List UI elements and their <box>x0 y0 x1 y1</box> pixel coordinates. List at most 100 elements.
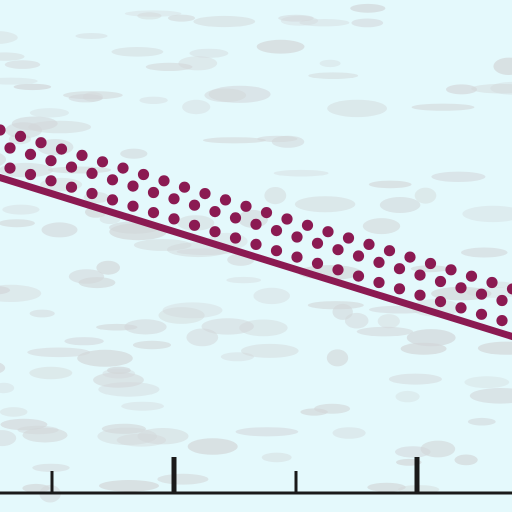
texture-blotch <box>22 483 50 493</box>
band-dot <box>352 250 365 262</box>
texture-blotch <box>351 18 384 28</box>
texture-blotch <box>300 408 328 416</box>
texture-blotch <box>189 48 229 58</box>
band-dot <box>137 168 150 181</box>
texture-blotch <box>344 312 369 329</box>
band-dot <box>250 218 262 230</box>
texture-blotch <box>47 166 112 174</box>
texture-blotch <box>461 247 508 258</box>
texture-blotch <box>68 94 103 103</box>
texture-blotch <box>0 430 17 447</box>
band-dot <box>311 237 324 249</box>
texture-blotch <box>406 329 456 347</box>
band-dot <box>45 175 57 187</box>
texture-blotch <box>356 326 413 337</box>
band-dot <box>352 270 365 282</box>
band-dot <box>332 244 344 256</box>
texture-blotch <box>111 47 164 57</box>
texture-blotch <box>162 302 223 319</box>
band-dot <box>434 275 447 288</box>
band-dot <box>506 283 512 295</box>
texture-blotch <box>29 366 73 380</box>
texture-blotch <box>477 341 512 355</box>
texture-blotch <box>467 417 496 426</box>
band-dot <box>404 251 416 263</box>
texture-blotch <box>257 135 298 143</box>
band-dot <box>188 219 201 231</box>
texture-blotch <box>350 3 386 13</box>
texture-blotch <box>168 14 195 22</box>
band-dot <box>86 187 98 200</box>
band-dot <box>158 175 170 187</box>
texture-blotch <box>193 15 256 28</box>
texture-blotch <box>367 482 406 492</box>
band-dot <box>199 188 211 200</box>
texture-blotch <box>116 433 167 447</box>
texture-blotch <box>11 116 58 131</box>
texture-blotch <box>132 340 172 350</box>
band-dot <box>322 226 334 238</box>
texture-blotch <box>414 187 437 204</box>
band-dot <box>393 283 406 295</box>
texture-blotch <box>379 197 421 213</box>
texture-blotch <box>101 423 146 434</box>
band-dot <box>373 276 385 289</box>
texture-blotch <box>78 277 116 289</box>
texture-blotch <box>326 349 349 367</box>
band-dot <box>229 212 242 224</box>
texture-blotch <box>368 180 412 189</box>
band-dot <box>486 276 498 289</box>
texture-blotch <box>41 222 78 238</box>
texture-blotch <box>124 10 182 17</box>
band-dot <box>455 282 467 294</box>
band-dot <box>465 270 478 282</box>
texture-blotch <box>278 14 314 22</box>
band-dot <box>76 149 88 161</box>
band-dot <box>455 302 467 314</box>
band-dot <box>147 207 160 219</box>
band-dot <box>311 257 324 269</box>
texture-blotch <box>145 62 193 71</box>
band-dot <box>65 181 78 193</box>
texture-blotch <box>187 438 238 455</box>
band-dot <box>55 143 68 155</box>
band-dot <box>14 130 27 142</box>
texture-blotch <box>121 401 164 411</box>
texture-blotch <box>202 137 266 144</box>
texture-blotch <box>240 343 299 358</box>
band-dot <box>414 269 426 281</box>
texture-blotch <box>201 318 254 335</box>
texture-blotch <box>0 153 7 166</box>
texture-blotch <box>204 88 247 103</box>
band-dot <box>373 256 385 268</box>
band-dot <box>209 226 221 238</box>
texture-blotch <box>377 314 400 329</box>
texture-blotch <box>157 473 209 485</box>
band-dot <box>475 308 488 320</box>
texture-blotch <box>431 286 492 301</box>
texture-blotch <box>0 31 18 44</box>
band-dot <box>270 245 283 257</box>
texture-blotch <box>97 427 157 445</box>
texture-blotch <box>253 287 290 305</box>
texture-blotch <box>395 446 431 458</box>
ruler-ticks <box>50 457 420 493</box>
texture-blotch <box>294 196 356 213</box>
band-dot <box>188 199 201 211</box>
band-dot <box>106 194 119 206</box>
texture-blotch <box>64 337 104 346</box>
band-dot <box>291 231 303 243</box>
band-dot <box>219 194 232 206</box>
band-dot <box>117 162 129 174</box>
band-dot <box>24 148 37 160</box>
band-dot <box>240 200 252 212</box>
texture-blotch <box>239 319 288 337</box>
band-dot <box>178 181 191 193</box>
band-dot <box>342 232 355 244</box>
texture-blotch <box>0 382 15 394</box>
band-dot <box>168 193 180 205</box>
texture-blotch <box>471 83 512 94</box>
paper-texture <box>0 3 512 503</box>
texture-blotch <box>0 52 25 61</box>
band-dot <box>86 167 98 179</box>
